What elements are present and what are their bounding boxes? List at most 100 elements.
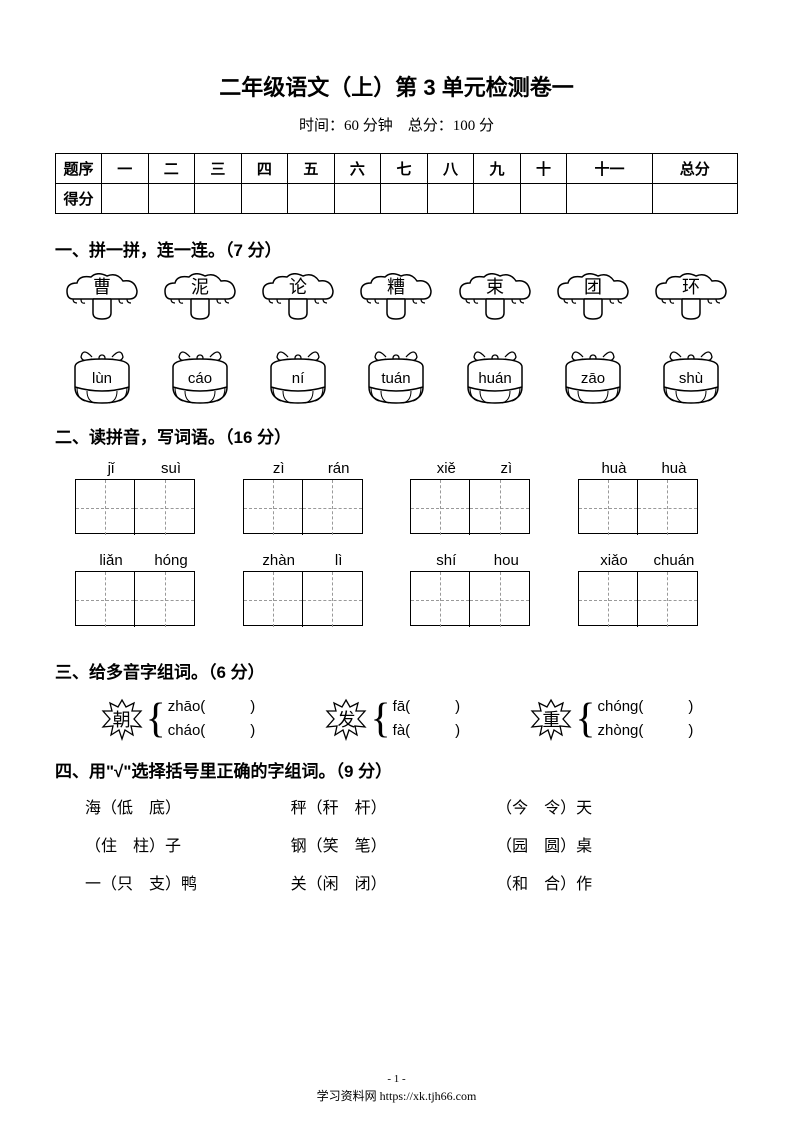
basket-item: tuán — [357, 347, 435, 409]
tianzige-cell — [244, 480, 303, 535]
svg-text:束: 束 — [486, 277, 504, 297]
svg-text:lùn: lùn — [92, 370, 112, 387]
pinyin-label: zìrán — [243, 460, 383, 477]
col-header: 七 — [381, 154, 428, 184]
q4-grid: 海（低 底）秤（秆 杆）（今 令）天 （住 柱）子钢（笑 笔）（园 圆）桌一（只 … — [55, 794, 738, 908]
col-header: 五 — [288, 154, 335, 184]
reading-line: fā( ) — [393, 695, 461, 719]
pinyin-label: liǎnhóng — [75, 552, 215, 569]
tianzige-cell — [303, 572, 362, 627]
q2-heading: 二、读拼音，写词语。（16 分） — [55, 423, 738, 448]
readings: zhāo( ) cháo( ) — [168, 695, 256, 743]
leaf-icon: 重 — [529, 697, 573, 741]
polyphone-item: 发 { fā( ) fà( ) — [324, 695, 460, 743]
col-header: 三 — [195, 154, 242, 184]
svg-text:泥: 泥 — [191, 277, 209, 297]
q3-heading: 三、给多音字组词。（6 分） — [55, 658, 738, 683]
tianzige-box — [75, 479, 195, 534]
page-subtitle: 时间：60 分钟 总分：100 分 — [55, 114, 738, 135]
tianzige-cell — [638, 480, 697, 535]
q1-heading: 一、拼一拼，连一连。（7 分） — [55, 236, 738, 261]
score-cell — [520, 184, 567, 214]
basket-item: shù — [652, 347, 730, 409]
choice-item: （园 圆）桌 — [496, 832, 702, 856]
reading-line: cháo( ) — [168, 719, 256, 743]
q3-row: 朝 { zhāo( ) cháo( ) 发 { fā( ) fà( ) 重 { … — [55, 695, 738, 743]
tianzige-cell — [470, 572, 529, 627]
leaf-icon: 朝 — [100, 697, 144, 741]
svg-text:环: 环 — [682, 277, 700, 297]
svg-text:shù: shù — [679, 370, 703, 387]
footer-site: 学习资料网 https://xk.tjh66.com — [0, 1087, 793, 1104]
tianzige-cell — [579, 480, 638, 535]
tianzige-cell — [76, 572, 135, 627]
basket-item: huán — [456, 347, 534, 409]
svg-text:cáo: cáo — [188, 370, 212, 387]
table-row: 得分 — [56, 184, 738, 214]
q4-heading: 四、用"√"选择括号里正确的字组词。（9 分） — [55, 757, 738, 782]
basket-item: zāo — [554, 347, 632, 409]
col-header: 总分 — [652, 154, 737, 184]
tianzige-cell — [638, 572, 697, 627]
tianzige-cell — [411, 480, 470, 535]
col-header: 六 — [334, 154, 381, 184]
tianzige-cell — [579, 572, 638, 627]
tianzige-box — [578, 571, 698, 626]
svg-text:论: 论 — [289, 277, 307, 297]
choice-item: （今 令）天 — [496, 794, 702, 818]
leaf-icon: 发 — [324, 697, 368, 741]
table-row: 题序 一 二 三 四 五 六 七 八 九 十 十一 总分 — [56, 154, 738, 184]
choice-item: （住 柱）子 — [85, 832, 291, 856]
reading-line: zhāo( ) — [168, 695, 256, 719]
brace-icon: { — [370, 698, 390, 740]
svg-text:团: 团 — [584, 277, 602, 297]
choice-item: 一（只 支）鸭 — [85, 870, 291, 894]
choice-item: （和 合）作 — [496, 870, 702, 894]
mushroom-item: 曹 — [63, 273, 141, 327]
row-label: 题序 — [56, 154, 102, 184]
reading-line: chóng( ) — [598, 695, 694, 719]
pinyin-label: shíhou — [410, 552, 550, 569]
col-header: 八 — [427, 154, 474, 184]
pinyin-label: zhànlì — [243, 552, 383, 569]
pinyin-label: huàhuà — [578, 460, 718, 477]
tianzige-cell — [135, 480, 194, 535]
score-cell — [334, 184, 381, 214]
pinyin-word-item: xiězì — [410, 460, 550, 534]
choice-item: 关（闲 闭） — [291, 870, 497, 894]
svg-text:糟: 糟 — [387, 277, 405, 297]
score-cell — [241, 184, 288, 214]
tianzige-box — [410, 479, 530, 534]
pinyin-word-item: shíhou — [410, 552, 550, 626]
choice-item: 秤（秆 杆） — [291, 794, 497, 818]
score-cell — [567, 184, 652, 214]
tianzige-cell — [411, 572, 470, 627]
basket-item: lùn — [63, 347, 141, 409]
col-header: 一 — [102, 154, 149, 184]
tianzige-box — [75, 571, 195, 626]
svg-text:tuán: tuán — [382, 370, 411, 387]
reading-line: fà( ) — [393, 719, 461, 743]
mushroom-item: 糟 — [357, 273, 435, 327]
score-cell — [381, 184, 428, 214]
row-label: 得分 — [56, 184, 102, 214]
score-cell — [474, 184, 521, 214]
tianzige-box — [578, 479, 698, 534]
mushroom-item: 论 — [259, 273, 337, 327]
tianzige-cell — [76, 480, 135, 535]
choice-item: 海（低 底） — [85, 794, 291, 818]
pinyin-word-item: zìrán — [243, 460, 383, 534]
q1-basket-row: lùn cáo ní tuán huán zāo — [55, 347, 738, 409]
page-number: - 1 - — [0, 1073, 793, 1085]
polyphone-char: 朝 — [100, 697, 144, 741]
col-header: 四 — [241, 154, 288, 184]
col-header: 十一 — [567, 154, 652, 184]
pinyin-word-item: xiǎochuán — [578, 552, 718, 626]
basket-item: ní — [259, 347, 337, 409]
readings: chóng( ) zhòng( ) — [598, 695, 694, 743]
mushroom-item: 团 — [554, 273, 632, 327]
choice-item: 钢（笑 笔） — [291, 832, 497, 856]
score-cell — [195, 184, 242, 214]
readings: fā( ) fà( ) — [393, 695, 461, 743]
polyphone-char: 发 — [324, 697, 368, 741]
